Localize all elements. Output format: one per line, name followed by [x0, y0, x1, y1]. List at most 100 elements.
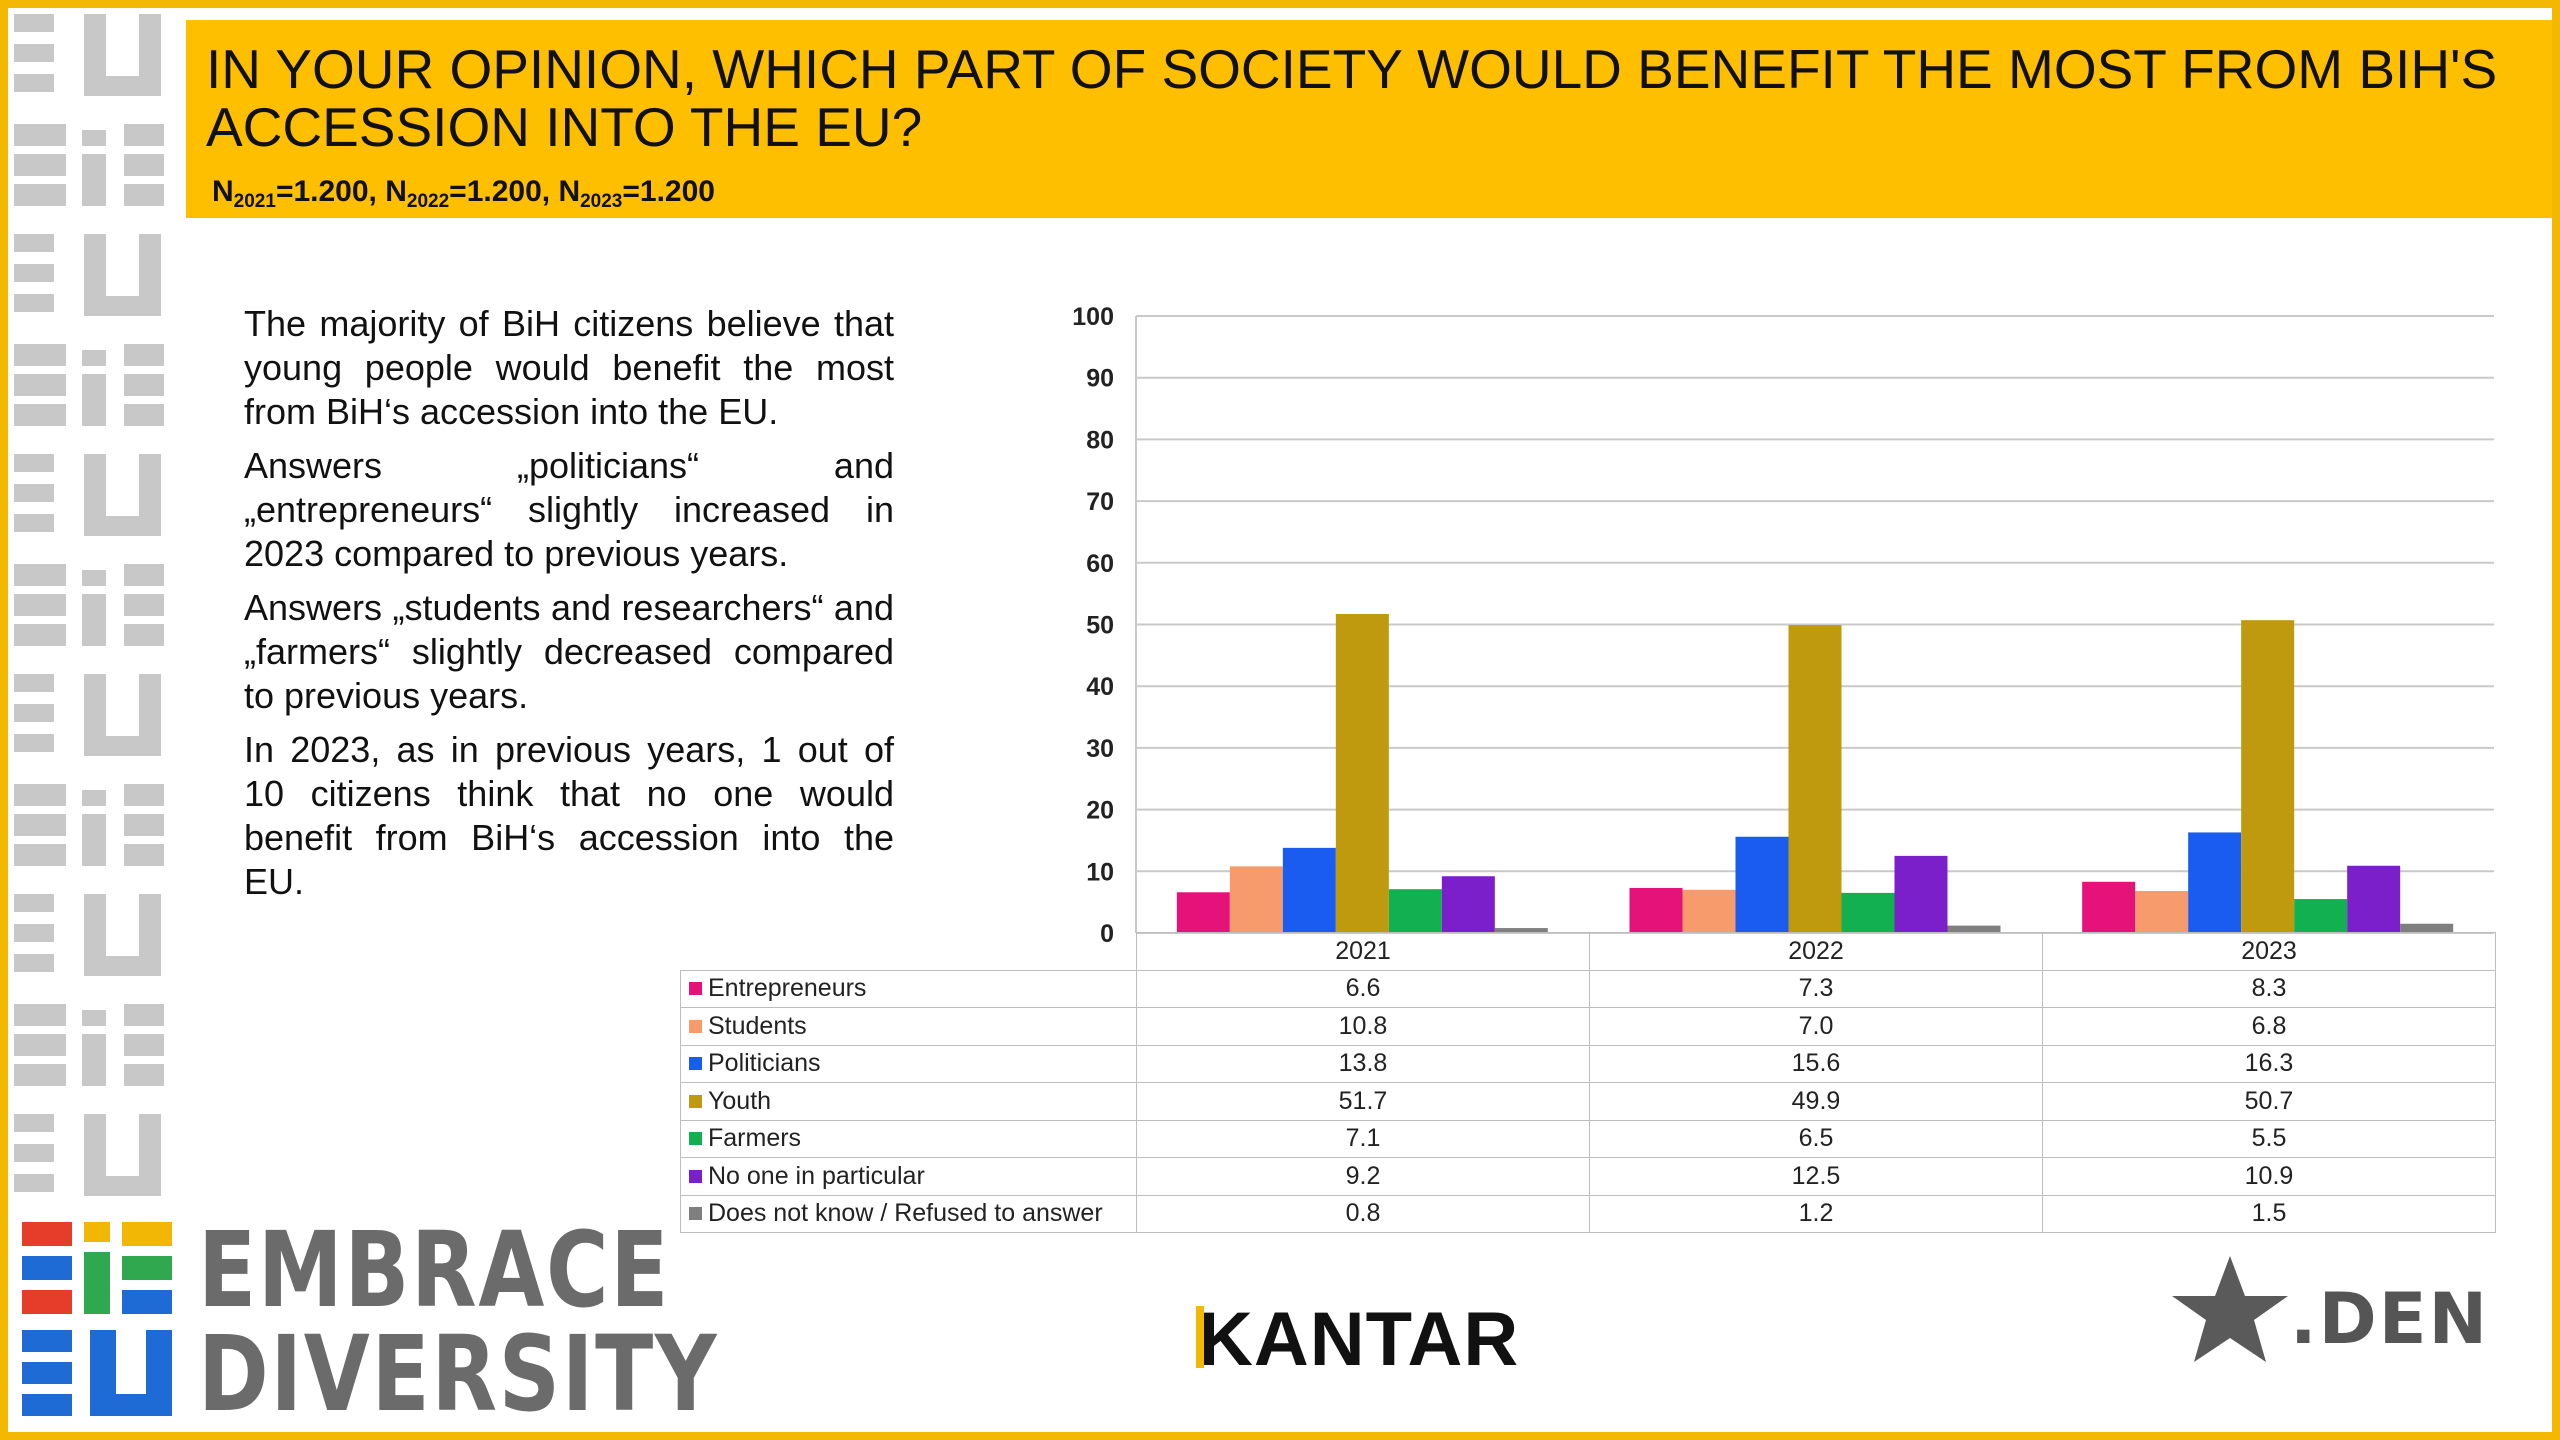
table-header-2021: 2021 [1136, 932, 1590, 971]
table-cell: 1.2 [1589, 1194, 2043, 1233]
legend-swatch [689, 1094, 702, 1108]
side-glyph-block [124, 844, 164, 866]
side-glyph-block [124, 124, 164, 146]
table-cell: 6.6 [1136, 969, 1590, 1008]
bih-eu-mark [22, 1222, 172, 1416]
table-row: Does not know / Refused to answer 0.8 1.2 1… [680, 1194, 2496, 1233]
narrative-text: The majority of BiH citizens believe tha… [244, 302, 894, 914]
legend-label: Farmers [708, 1124, 802, 1153]
table-row: Farmers 7.1 6.5 5.5 [680, 1119, 2496, 1158]
side-glyph-block [14, 124, 66, 146]
side-glyph-block [84, 516, 161, 536]
side-glyph-block [139, 234, 161, 314]
side-glyph-block [124, 184, 164, 206]
y-tick-label: 10 [1086, 858, 1114, 886]
brand-mark-block [122, 1256, 172, 1280]
side-glyph-block [84, 1114, 106, 1194]
side-glyph-block [82, 814, 106, 866]
table-cell: 12.5 [1589, 1157, 2043, 1196]
side-glyph-block [14, 344, 66, 366]
side-glyph-block [14, 1004, 66, 1026]
bar-youth-2022 [1788, 625, 1842, 933]
side-glyph-block [124, 1004, 164, 1026]
brand-mark-block [84, 1222, 110, 1242]
y-tick-label: 80 [1086, 426, 1114, 454]
y-tick-label: 100 [1072, 303, 1114, 331]
table-cell: 5.5 [2042, 1119, 2496, 1158]
legend-label: No one in particular [708, 1161, 925, 1190]
side-glyph-block [14, 454, 54, 472]
brand-mark-block [22, 1256, 72, 1280]
bar-students-2023 [2135, 891, 2189, 933]
den-logo-text: .DEN [2290, 1278, 2490, 1360]
table-cell: 7.1 [1136, 1119, 1590, 1158]
brand-line-1: EMBRACE [198, 1209, 671, 1331]
side-glyph-block [14, 954, 54, 972]
side-glyph-block [82, 374, 106, 426]
side-glyph-block [84, 674, 106, 754]
table-cell: 7.0 [1589, 1007, 2043, 1046]
side-glyph-block [139, 674, 161, 754]
side-glyph-block [14, 514, 54, 532]
side-glyph-block [124, 344, 164, 366]
side-glyph-block [14, 594, 66, 616]
side-glyph-block [84, 296, 161, 316]
y-tick-label: 60 [1086, 550, 1114, 578]
table-corner [680, 932, 1137, 971]
star-logo-icon [2172, 1256, 2288, 1362]
bar-students-2022 [1682, 889, 1736, 933]
side-glyph-block [14, 1174, 54, 1192]
side-glyph-block [82, 1034, 106, 1086]
bar-farmers-2022 [1841, 892, 1895, 933]
side-glyph-block [14, 264, 54, 282]
table-cell: 10.8 [1136, 1007, 1590, 1046]
side-glyph-block [14, 894, 54, 912]
legend-swatch [689, 1169, 702, 1183]
table-cell: 6.8 [2042, 1007, 2496, 1046]
legend-swatch [689, 1019, 702, 1033]
table-cell: 0.8 [1136, 1194, 1590, 1233]
side-glyph-block [124, 564, 164, 586]
bar-youth-2021 [1335, 614, 1389, 933]
legend-swatch [689, 1057, 702, 1071]
kantar-rest: ANTAR [1253, 1297, 1520, 1382]
narrative-paragraph: In 2023, as in previous years, 1 out of … [244, 729, 894, 902]
side-glyph-block [14, 814, 66, 836]
side-glyph-block [139, 894, 161, 974]
brand-mark-block [22, 1362, 72, 1384]
y-tick-label: 30 [1086, 735, 1114, 763]
kantar-k: K [1196, 1297, 1254, 1382]
side-glyph-block [14, 14, 54, 32]
side-glyph-block [139, 454, 161, 534]
narrative-paragraph: The majority of BiH citizens believe tha… [244, 303, 894, 432]
side-glyph-block [124, 1064, 164, 1086]
narrative-paragraph: Answers „politicians“ and „entrepreneurs… [244, 445, 894, 574]
table-cell: 49.9 [1589, 1082, 2043, 1121]
legend-label: Entrepreneurs [708, 974, 867, 1003]
table-cell: 6.5 [1589, 1119, 2043, 1158]
legend-swatch [689, 1207, 702, 1221]
legend-swatch [689, 1132, 702, 1146]
side-glyph-block [14, 184, 66, 206]
brand-line-2: DIVERSITY [198, 1313, 719, 1435]
side-glyph-block [84, 736, 161, 756]
kantar-logo: KANTAR [1196, 1296, 1520, 1383]
side-glyph-block [124, 154, 164, 176]
side-glyph-block [14, 374, 66, 396]
side-glyph-block [14, 844, 66, 866]
side-glyph-block [124, 594, 164, 616]
table-row: Students 10.8 7.0 6.8 [680, 1007, 2496, 1046]
side-glyph-block [84, 1176, 161, 1196]
y-tick-label: 20 [1086, 797, 1114, 825]
side-glyph-block [14, 784, 66, 806]
side-glyph-block [124, 404, 164, 426]
table-cell: 8.3 [2042, 969, 2496, 1008]
side-glyph-block [14, 154, 66, 176]
side-glyph-block [82, 350, 106, 366]
table-header-2022: 2022 [1589, 932, 2043, 971]
bar-no-one-in-particular-2021 [1441, 876, 1495, 933]
header-bar: IN YOUR OPINION, WHICH PART OF SOCIETY W… [186, 20, 2552, 218]
brand-mark-block [90, 1394, 172, 1416]
legend-label: Does not know / Refused to answer [708, 1199, 1103, 1228]
side-glyph-block [84, 956, 161, 976]
